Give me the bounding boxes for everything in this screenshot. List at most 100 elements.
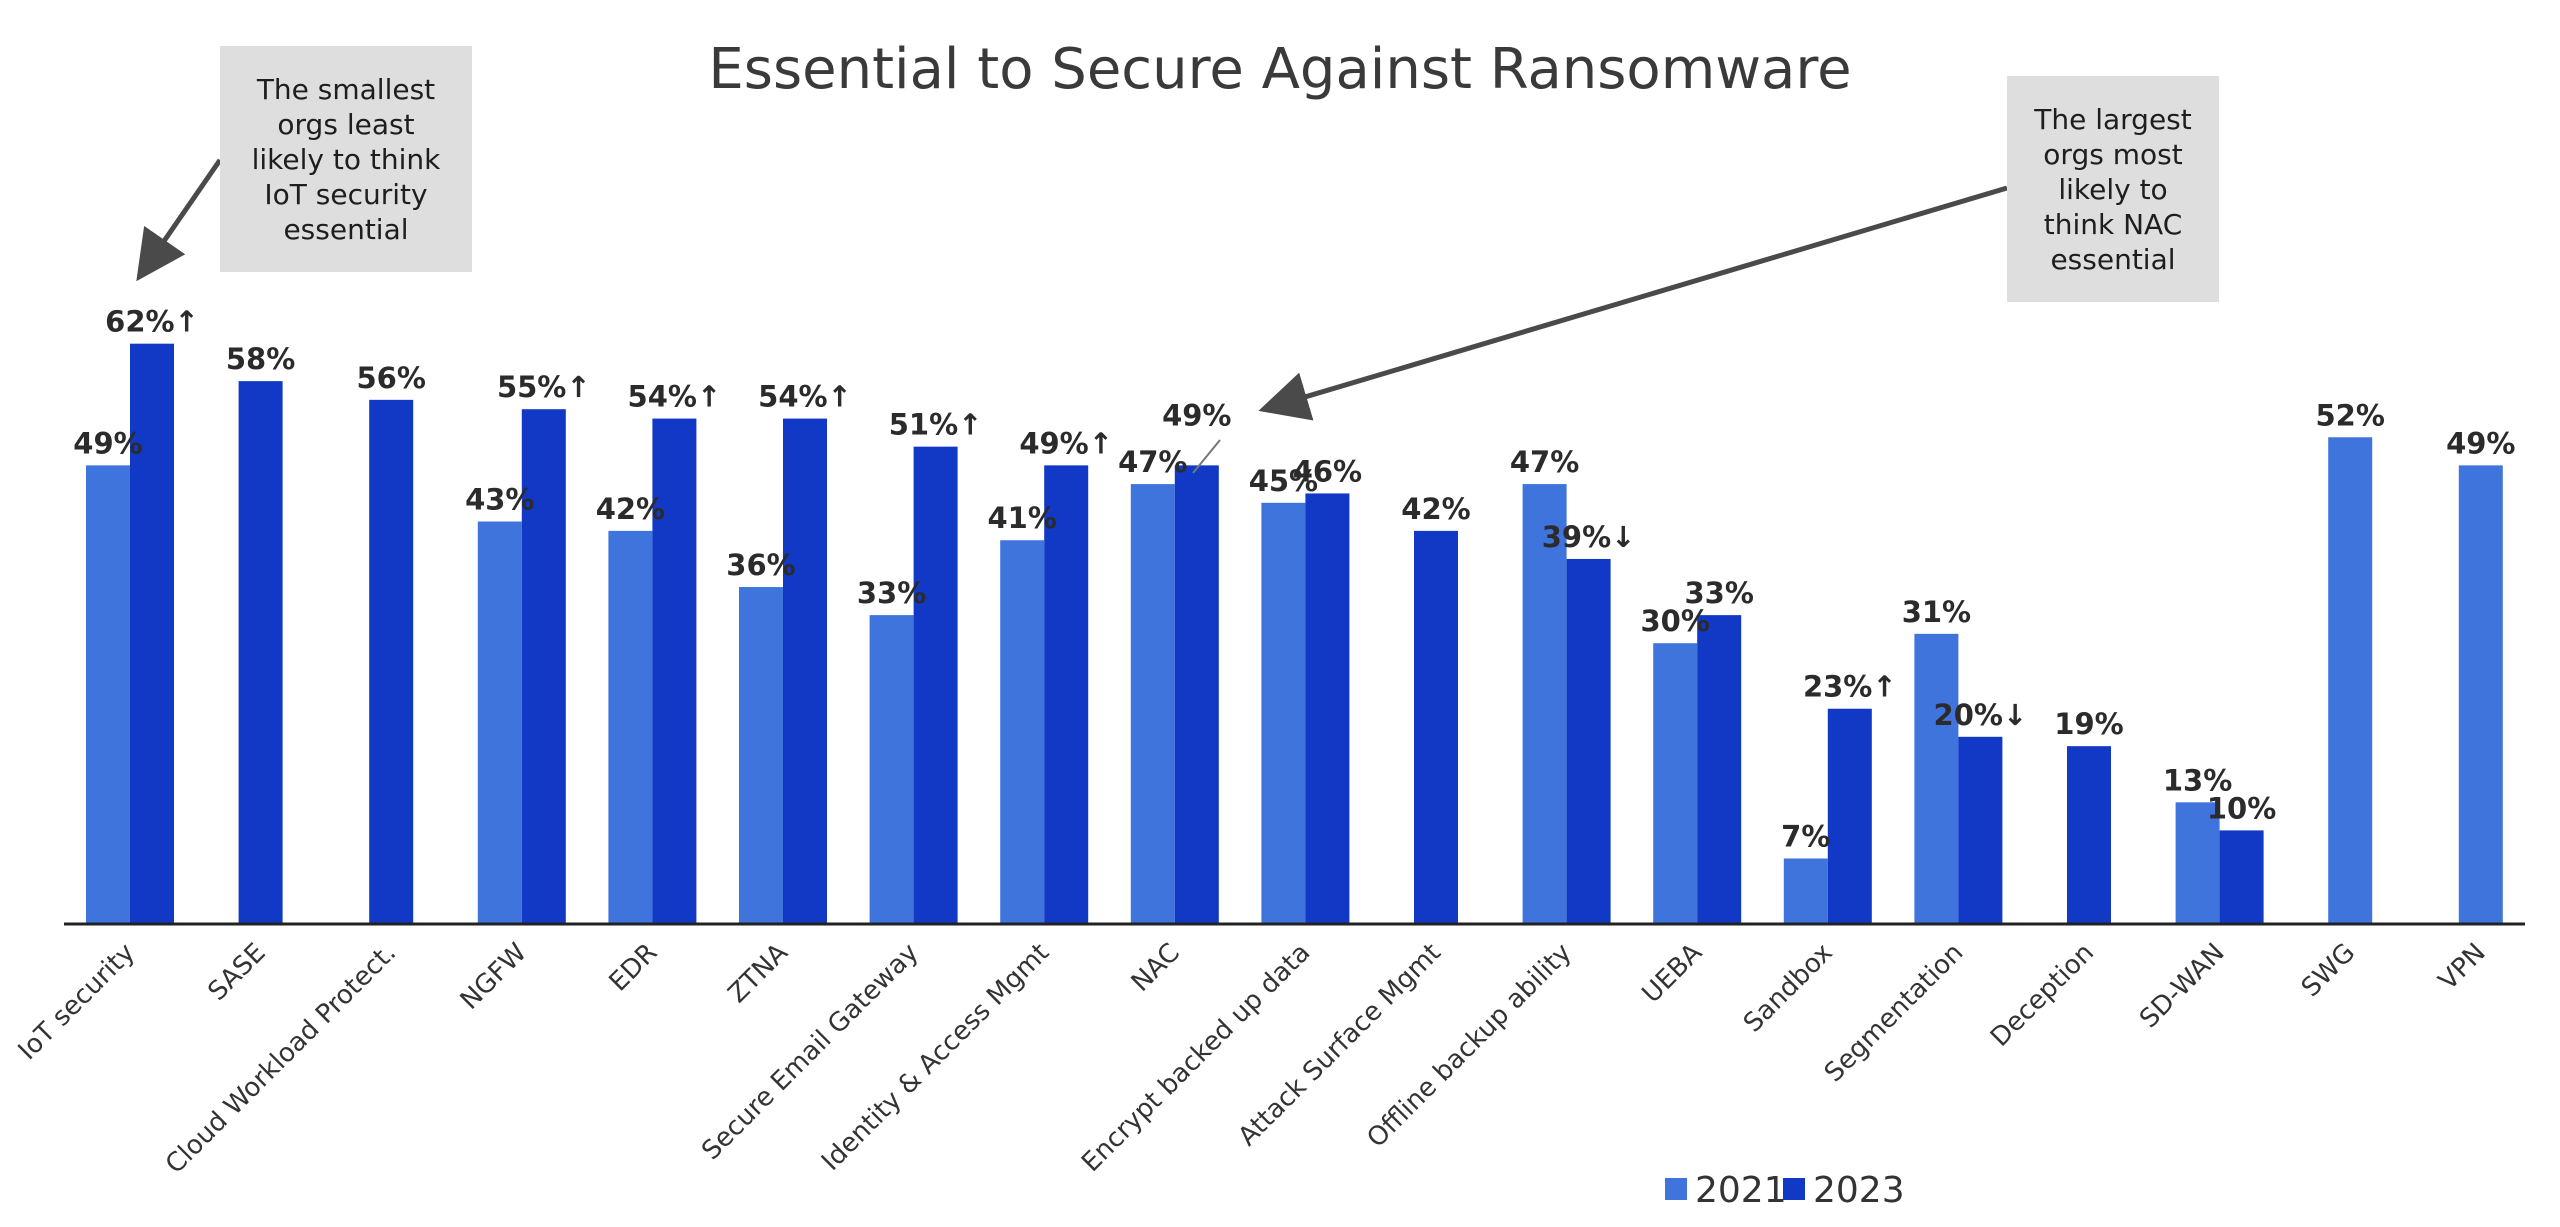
bar-2023-encrypt-backed-up-data <box>1305 493 1350 924</box>
value-label-2023-sase: 58% <box>226 342 295 376</box>
category-label-iot-security: IoT security <box>13 938 141 1066</box>
bar-2023-sase <box>238 381 283 924</box>
category-label-sandbox: Sandbox <box>1738 938 1839 1039</box>
bar-2023-sd-wan <box>2219 830 2264 924</box>
value-label-2021-encrypt-backed-up-data: 45% <box>1249 464 1318 498</box>
value-label-2023-sandbox: 23%↑ <box>1803 670 1897 704</box>
bar-2023-attack-surface-mgmt <box>1414 530 1458 924</box>
value-labels-group: 49% 62%↑ 58% 56% 43% 55%↑ 42% 54%↑ 36% 54%↑ 33% 51%… <box>73 305 2515 854</box>
value-label-2021-ngfw: 43% <box>465 483 534 517</box>
value-label-2021-sandbox: 7% <box>1781 819 1830 853</box>
value-label-2023-nac: 49% <box>1162 398 1231 432</box>
value-label-2023-iot-security: 62%↑ <box>105 305 199 339</box>
category-label-segmentation: Segmentation <box>1819 938 1969 1088</box>
value-label-2021-ueba: 30% <box>1640 604 1709 638</box>
value-label-2021-swg: 52% <box>2315 398 2384 432</box>
value-label-2021-sd-wan: 13% <box>2163 763 2232 797</box>
nac-label-leader-line <box>1192 439 1221 474</box>
bar-2023-secure-email-gateway <box>913 446 958 924</box>
bar-2023-deception <box>2067 746 2111 924</box>
value-label-2023-identity-access-mgmt: 49%↑ <box>1019 426 1113 460</box>
annotation-box-smallest-orgs: The smallest orgs least likely to think … <box>220 46 472 272</box>
legend-swatch-2021 <box>1665 1178 1687 1200</box>
bar-2021-ngfw <box>477 521 522 924</box>
value-label-2023-offline-backup-ability: 39%↓ <box>1542 520 1636 554</box>
bars-group <box>86 343 2503 925</box>
value-label-2023-edr: 54%↑ <box>628 380 722 414</box>
bar-2021-segmentation <box>1914 633 1959 924</box>
bar-2021-ueba <box>1653 643 1698 924</box>
value-label-2021-offline-backup-ability: 47% <box>1510 445 1579 479</box>
bar-2021-edr <box>608 530 653 924</box>
category-label-secure-email-gateway: Secure Email Gateway <box>696 938 924 1166</box>
category-label-edr: EDR <box>604 938 664 998</box>
value-label-2023-secure-email-gateway: 51%↑ <box>889 408 983 442</box>
value-label-2023-segmentation: 20%↓ <box>1934 698 2028 732</box>
value-label-2023-ueba: 33% <box>1684 576 1753 610</box>
value-label-2023-cloud-workload-protect: 56% <box>356 361 425 395</box>
category-label-sase: SASE <box>202 938 271 1007</box>
bar-2023-offline-backup-ability <box>1566 558 1611 924</box>
bar-2021-iot-security <box>86 465 130 924</box>
category-label-encrypt-backed-up-data: Encrypt backed up data <box>1076 938 1316 1178</box>
value-label-2021-secure-email-gateway: 33% <box>857 576 926 610</box>
value-label-2023-ngfw: 55%↑ <box>497 370 591 404</box>
bar-2021-vpn <box>2458 465 2503 924</box>
bar-2023-iot-security <box>130 343 174 924</box>
value-label-2023-deception: 19% <box>2054 707 2123 741</box>
bar-2023-ztna <box>783 418 827 924</box>
category-label-ueba: UEBA <box>1637 938 1709 1010</box>
bar-2021-sandbox <box>1783 858 1828 924</box>
annotation-box-largest-orgs: The largest orgs most likely to think NA… <box>2007 76 2219 302</box>
bar-2023-ngfw <box>521 409 566 924</box>
value-label-2023-sd-wan: 10% <box>2207 791 2276 825</box>
bar-2023-ueba <box>1697 615 1742 924</box>
category-label-cloud-workload-protect: Cloud Workload Protect. <box>160 938 402 1180</box>
category-label-ngfw: NGFW <box>455 938 533 1016</box>
value-label-2021-ztna: 36% <box>726 548 795 582</box>
value-label-2021-nac: 47% <box>1118 445 1187 479</box>
category-label-vpn: VPN <box>2433 938 2492 997</box>
annotation-arrow-nac <box>1258 185 2008 421</box>
category-label-nac: NAC <box>1126 938 1186 998</box>
legend-swatch-2023 <box>1783 1178 1805 1200</box>
category-label-swg: SWG <box>2296 938 2361 1003</box>
bar-2023-sandbox <box>1827 708 1872 924</box>
bar-2021-identity-access-mgmt <box>1000 540 1045 924</box>
bar-2021-sd-wan <box>2175 802 2220 924</box>
bar-2021-nac <box>1130 484 1175 924</box>
value-label-2021-vpn: 49% <box>2446 426 2515 460</box>
annotation-text-largest-orgs: The largest orgs most likely to think NA… <box>2034 102 2192 276</box>
value-label-2021-segmentation: 31% <box>1902 595 1971 629</box>
bar-2021-secure-email-gateway <box>869 615 914 924</box>
value-label-2023-encrypt-backed-up-data: 46% <box>1293 454 1362 488</box>
value-label-2021-edr: 42% <box>596 492 665 526</box>
category-label-deception: Deception <box>1985 938 2100 1053</box>
value-label-2021-iot-security: 49% <box>73 426 142 460</box>
category-label-identity-access-mgmt: Identity & Access Mgmt <box>816 938 1055 1177</box>
bar-2021-ztna <box>739 587 783 924</box>
value-label-2021-identity-access-mgmt: 41% <box>987 501 1056 535</box>
bar-2023-cloud-workload-protect <box>369 399 414 925</box>
bar-2021-offline-backup-ability <box>1522 484 1567 924</box>
legend-label-2021: 2021 <box>1695 1170 1787 1211</box>
bar-2021-swg <box>2328 437 2373 924</box>
bar-2021-encrypt-backed-up-data <box>1261 502 1306 924</box>
value-label-2023-attack-surface-mgmt: 42% <box>1401 492 1470 526</box>
bar-2023-segmentation <box>1958 736 2003 924</box>
annotation-arrows-group <box>136 158 2008 474</box>
bar-2023-identity-access-mgmt <box>1044 465 1089 924</box>
category-label-sd-wan: SD-WAN <box>2134 938 2230 1034</box>
category-label-ztna: ZTNA <box>723 938 795 1010</box>
annotation-arrow-iot <box>136 158 223 282</box>
annotation-text-smallest-orgs: The smallest orgs least likely to think … <box>251 72 441 246</box>
value-label-2023-ztna: 54%↑ <box>758 380 852 414</box>
bar-2023-edr <box>652 418 697 924</box>
bar-2023-nac <box>1174 465 1219 924</box>
legend: 2021 2023 <box>1665 1170 1905 1211</box>
legend-label-2023: 2023 <box>1813 1170 1905 1211</box>
chart-title: Essential to Secure Against Ransomware <box>708 37 1851 102</box>
